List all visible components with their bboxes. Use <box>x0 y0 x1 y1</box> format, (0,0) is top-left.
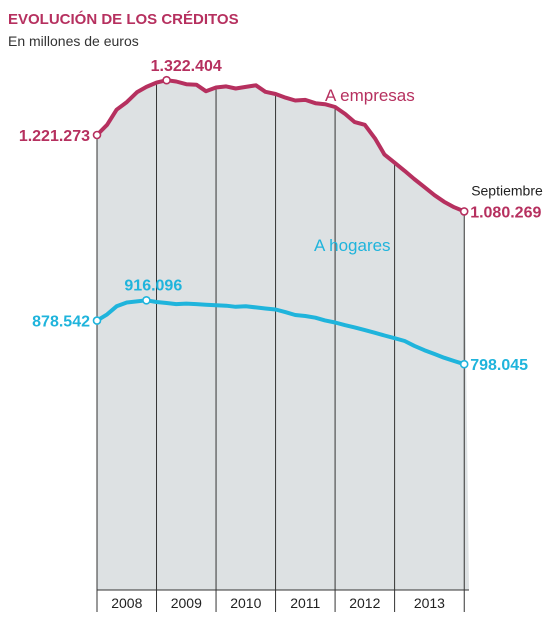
chart-title: EVOLUCIÓN DE LOS CRÉDITOS <box>8 10 239 28</box>
year-grid <box>96 82 465 612</box>
series-line-hogares <box>95 298 467 367</box>
x-tick-label: 2008 <box>111 595 142 611</box>
marker-hogares-start <box>92 316 102 325</box>
x-tick-label: 2011 <box>290 595 320 611</box>
x-tick-label: 2013 <box>414 595 445 611</box>
label-hogares-start: 878.542 <box>32 314 90 331</box>
marker-hogares-end <box>459 359 469 369</box>
chart-subtitle: En millones de euros <box>8 33 139 49</box>
series-label-empresas: A empresas <box>325 86 415 105</box>
x-tick-label: 2009 <box>171 595 202 611</box>
label-empresas-start: 1.221.273 <box>19 128 90 145</box>
label-empresas-end: 1.080.269 <box>470 204 541 221</box>
x-tick-label: 2010 <box>230 595 261 611</box>
label-hogares-end: 798.045 <box>470 357 528 374</box>
marker-empresas-max <box>162 75 171 85</box>
label-empresas-max: 1.322.404 <box>151 58 222 75</box>
marker-hogares-max <box>142 295 151 305</box>
x-axis-ticks: 2008 2009 2010 2011 2012 2013 <box>111 595 445 611</box>
marker-empresas-end <box>459 207 469 216</box>
marker-empresas-start <box>92 130 102 140</box>
x-tick-label: 2012 <box>349 595 380 611</box>
series-label-hogares: A hogares <box>314 236 391 255</box>
series-line-empresas <box>95 78 467 214</box>
label-end-note: Septiembre <box>471 182 543 198</box>
empresas-area-fill <box>97 80 469 590</box>
data-point-markers <box>92 75 469 369</box>
label-hogares-max: 916.096 <box>124 277 182 294</box>
